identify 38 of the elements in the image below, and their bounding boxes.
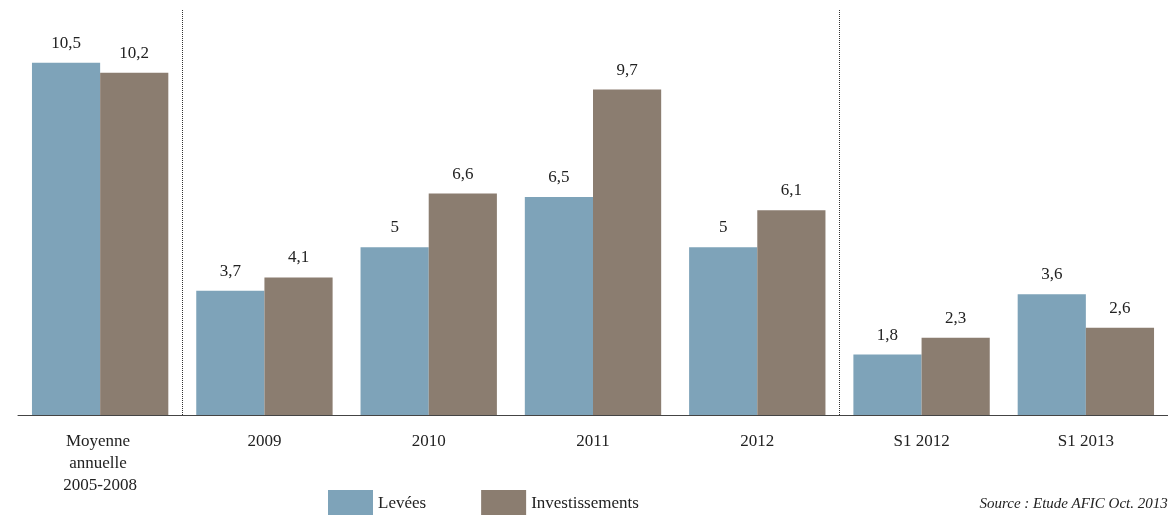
data-label: 6,6 [452,163,474,183]
x-tick-label: 2012 [740,430,775,450]
x-tick-label: S1 2012 [893,430,950,450]
bar [524,196,593,415]
bar [264,277,333,415]
x-tick-label: Moyenne annuelle 2005-2008 [63,430,137,494]
x-tick-label: 2009 [247,430,282,450]
data-label: 10,5 [51,32,81,52]
source-note: Source : Etude AFIC Oct. 2013 [979,494,1168,511]
data-label: 4,1 [287,247,310,267]
data-label: 2,3 [945,307,967,327]
data-label: 6,1 [780,180,802,200]
bar [689,247,758,415]
data-label: 9,7 [616,59,639,79]
bar [196,290,265,415]
bar [31,62,101,415]
data-label: 1,8 [876,324,899,344]
x-tick-label: 2010 [411,430,446,450]
bar [853,354,922,415]
bar [360,247,429,415]
bar [757,210,826,415]
bar [100,72,169,415]
data-label: 3,7 [219,260,242,280]
data-label: 6,5 [548,166,570,186]
legend-label: Levées [378,493,427,512]
bar [921,337,990,415]
data-label: 2,6 [1109,297,1131,317]
data-label: 10,2 [119,42,150,62]
legend-label: Investissements [531,493,639,512]
bar [1085,327,1155,415]
data-label: 5 [390,217,399,237]
data-label: 3,6 [1041,264,1063,284]
x-tick-label: 2011 [576,430,610,450]
data-label: 5 [718,217,728,237]
bar [428,193,497,415]
x-tick-label: S1 2013 [1057,430,1114,450]
bar [1017,294,1086,415]
bar [593,89,662,415]
